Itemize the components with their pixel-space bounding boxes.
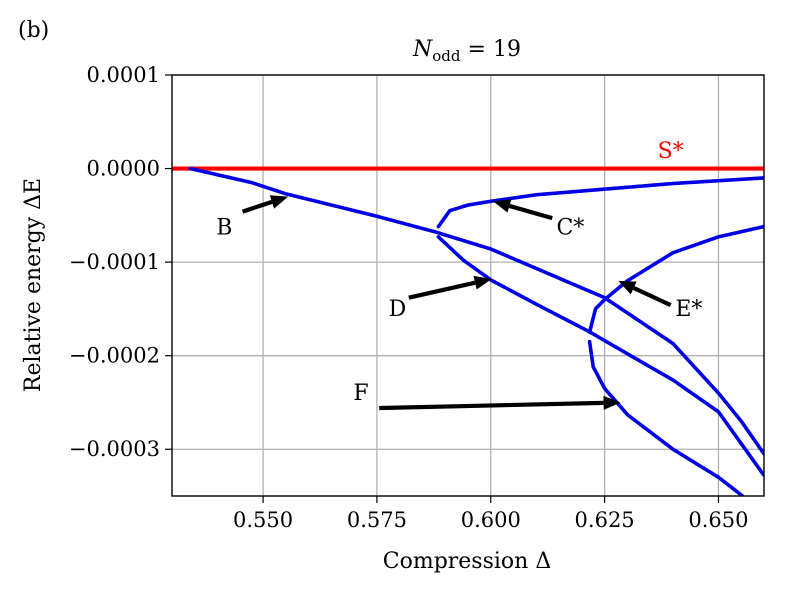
x-axis-ticks: 0.550 0.575 0.600 0.625 0.650 [233, 496, 749, 532]
x-tick-label: 0.550 [233, 508, 293, 532]
annotation-arrow-head [618, 280, 637, 295]
panel-label: (b) [18, 18, 49, 43]
annotation-label-0: S* [658, 139, 684, 164]
series-layer [172, 166, 764, 496]
annotation-label-5: F [353, 381, 368, 406]
series-branch-5 [587, 339, 745, 496]
x-tick-label: 0.650 [688, 508, 748, 532]
y-axis-ticks: 0.0001 0.0000 −0.0001 −0.0002 −0.0003 [69, 63, 172, 461]
y-tick-label: −0.0002 [69, 344, 160, 368]
annotation-arrow-shaft [241, 199, 273, 214]
annotation-arrow-head [269, 195, 289, 209]
annotation-arrow-shaft [508, 203, 553, 221]
annotation-arrow-shaft [632, 286, 672, 308]
annotation-arrow-head [473, 275, 492, 290]
x-axis-label: Compression Δ [383, 549, 551, 574]
series-branch-3 [436, 176, 764, 229]
annotation-label-3: D [389, 297, 407, 322]
annotation-arrows [241, 195, 672, 411]
title-main: N [412, 37, 433, 62]
y-tick-label: −0.0001 [69, 250, 160, 274]
annotation-label-2: C* [557, 216, 585, 241]
series-branch-4 [587, 224, 764, 335]
x-tick-label: 0.600 [461, 508, 521, 532]
plot-frame [171, 74, 765, 497]
annotation-arrow-shaft [379, 400, 604, 411]
chart-title: Nodd = 19 [412, 37, 521, 65]
annotation-arrow-shaft [408, 280, 476, 300]
annotation-label-1: B [216, 216, 232, 241]
annotation-label-4: E* [675, 297, 702, 322]
y-axis-label: Relative energy ΔE [21, 178, 46, 392]
x-tick-label: 0.625 [575, 508, 635, 532]
y-tick-label: −0.0003 [69, 437, 160, 461]
annotations-layer: S* B C* D E* F [216, 139, 702, 406]
annotation-arrow-head [603, 395, 621, 410]
series-branch-1 [188, 166, 764, 456]
annotation-arrow-head [493, 199, 512, 213]
y-tick-label: 0.0001 [87, 63, 160, 87]
x-tick-label: 0.575 [347, 508, 407, 532]
y-tick-label: 0.0000 [87, 157, 160, 181]
title-subscript: odd [432, 47, 461, 65]
title-rest: = 19 [461, 37, 521, 62]
